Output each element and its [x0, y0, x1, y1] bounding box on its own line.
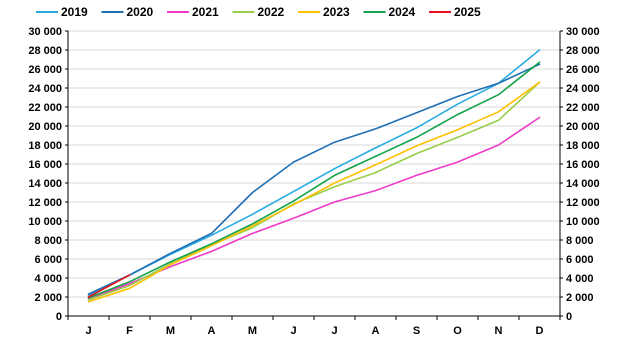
series-line-2023 — [87, 81, 541, 303]
legend-label-2023: 2023 — [323, 5, 350, 19]
series-line-2024 — [87, 61, 541, 299]
y-tick-label-right: 12 000 — [566, 197, 600, 209]
x-tick-label: M — [248, 325, 257, 337]
y-tick-label-right: 2 000 — [566, 292, 594, 304]
y-tick-label-left: 28 000 — [28, 45, 62, 57]
grid — [68, 30, 560, 298]
x-tick-label: M — [166, 325, 175, 337]
x-tick-label: S — [413, 325, 420, 337]
y-tick-label-right: 26 000 — [566, 64, 600, 76]
axes: 0 0 2 000 2 000 4 000 4 000 6 000 6 000 8 000 8 0… — [28, 26, 599, 337]
y-tick-label-left: 26 000 — [28, 64, 62, 76]
legend-label-2021: 2021 — [192, 5, 219, 19]
y-tick-label-left: 30 000 — [28, 26, 62, 38]
y-tick-label-left: 24 000 — [28, 83, 62, 95]
series-line-2019 — [87, 49, 541, 296]
y-tick-label-right: 14 000 — [566, 178, 600, 190]
y-tick-label-right: 28 000 — [566, 45, 600, 57]
y-tick-label-right: 18 000 — [566, 140, 600, 152]
y-tick-label-left: 12 000 — [28, 197, 62, 209]
y-tick-label-left: 2 000 — [34, 292, 62, 304]
y-tick-label-left: 6 000 — [34, 254, 62, 266]
y-tick-label-right: 22 000 — [566, 102, 600, 114]
y-tick-label-right: 30 000 — [566, 26, 600, 38]
y-tick-label-left: 14 000 — [28, 178, 62, 190]
series-group — [87, 49, 541, 303]
y-tick-label-right: 10 000 — [566, 216, 600, 228]
x-tick-label: J — [290, 325, 296, 337]
y-tick-label-left: 18 000 — [28, 140, 62, 152]
x-tick-label: J — [331, 325, 337, 337]
y-tick-label-right: 6 000 — [566, 254, 594, 266]
legend-label-2024: 2024 — [389, 5, 416, 19]
y-tick-label-left: 0 — [56, 311, 62, 323]
y-tick-label-left: 10 000 — [28, 216, 62, 228]
y-tick-label-left: 8 000 — [34, 235, 62, 247]
legend-label-2019: 2019 — [61, 5, 88, 19]
x-tick-label: A — [372, 325, 380, 337]
y-tick-label-right: 24 000 — [566, 83, 600, 95]
y-tick-label-left: 16 000 — [28, 159, 62, 171]
x-tick-label: D — [536, 325, 544, 337]
y-tick-label-left: 22 000 — [28, 102, 62, 114]
legend-label-2025: 2025 — [454, 5, 481, 19]
y-tick-label-right: 16 000 — [566, 159, 600, 171]
series-line-2025 — [87, 274, 131, 298]
y-tick-label-right: 0 — [566, 311, 572, 323]
x-tick-label: A — [208, 325, 216, 337]
y-tick-label-left: 4 000 — [34, 273, 62, 285]
y-tick-label-right: 20 000 — [566, 121, 600, 133]
y-tick-label-right: 4 000 — [566, 273, 594, 285]
legend-label-2022: 2022 — [258, 5, 285, 19]
x-tick-label: N — [495, 325, 503, 337]
x-tick-label: O — [453, 325, 462, 337]
x-tick-label: J — [85, 325, 91, 337]
legend: 2019 2020 2021 2022 2023 2024 2025 — [36, 5, 481, 19]
x-tick-label: F — [126, 325, 133, 337]
series-line-2020 — [87, 63, 541, 295]
y-tick-label-right: 8 000 — [566, 235, 594, 247]
y-tick-label-left: 20 000 — [28, 121, 62, 133]
legend-label-2020: 2020 — [127, 5, 154, 19]
series-line-2022 — [87, 81, 541, 301]
